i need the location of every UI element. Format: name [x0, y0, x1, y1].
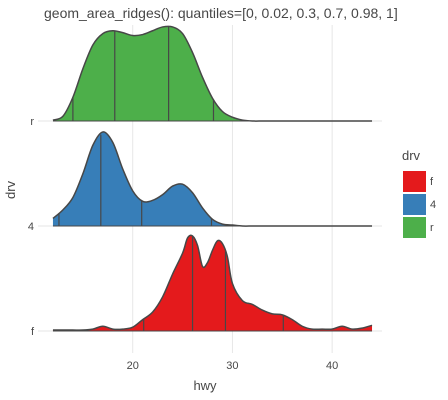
legend-swatch-r: [403, 217, 426, 238]
ridge-area-r: [52, 26, 373, 122]
chart-title: geom_area_ridges(): quantiles=[0, 0.02, …: [44, 5, 398, 21]
ridges: [52, 25, 373, 332]
x-tick-labels: 20 30 40: [127, 360, 339, 372]
ridge-4: [52, 131, 373, 227]
x-tick-label-30: 30: [226, 360, 238, 372]
y-axis-title: drv: [3, 180, 18, 199]
y-tick-labels: f 4 r: [28, 116, 35, 338]
y-tick-label-r: r: [30, 116, 34, 128]
ridge-area-4: [52, 131, 373, 227]
x-tick-label-40: 40: [326, 360, 338, 372]
ridge-f: [52, 234, 373, 332]
ridge-outline-f: [52, 234, 373, 331]
legend-swatch-4: [403, 194, 426, 215]
legend-label-4: 4: [430, 199, 436, 211]
legend-label-r: r: [430, 222, 434, 234]
x-axis-title: hwy: [193, 378, 217, 393]
legend-title: drv: [402, 148, 421, 163]
legend-label-f: f: [430, 176, 434, 188]
legend: drv f 4 r: [402, 148, 436, 238]
ridge-area-f: [52, 235, 373, 331]
legend-swatch-f: [403, 171, 426, 192]
x-tick-label-20: 20: [127, 360, 139, 372]
y-tick-label-f: f: [31, 326, 35, 338]
y-tick-label-4: 4: [28, 221, 34, 233]
ridge-r: [52, 25, 373, 122]
